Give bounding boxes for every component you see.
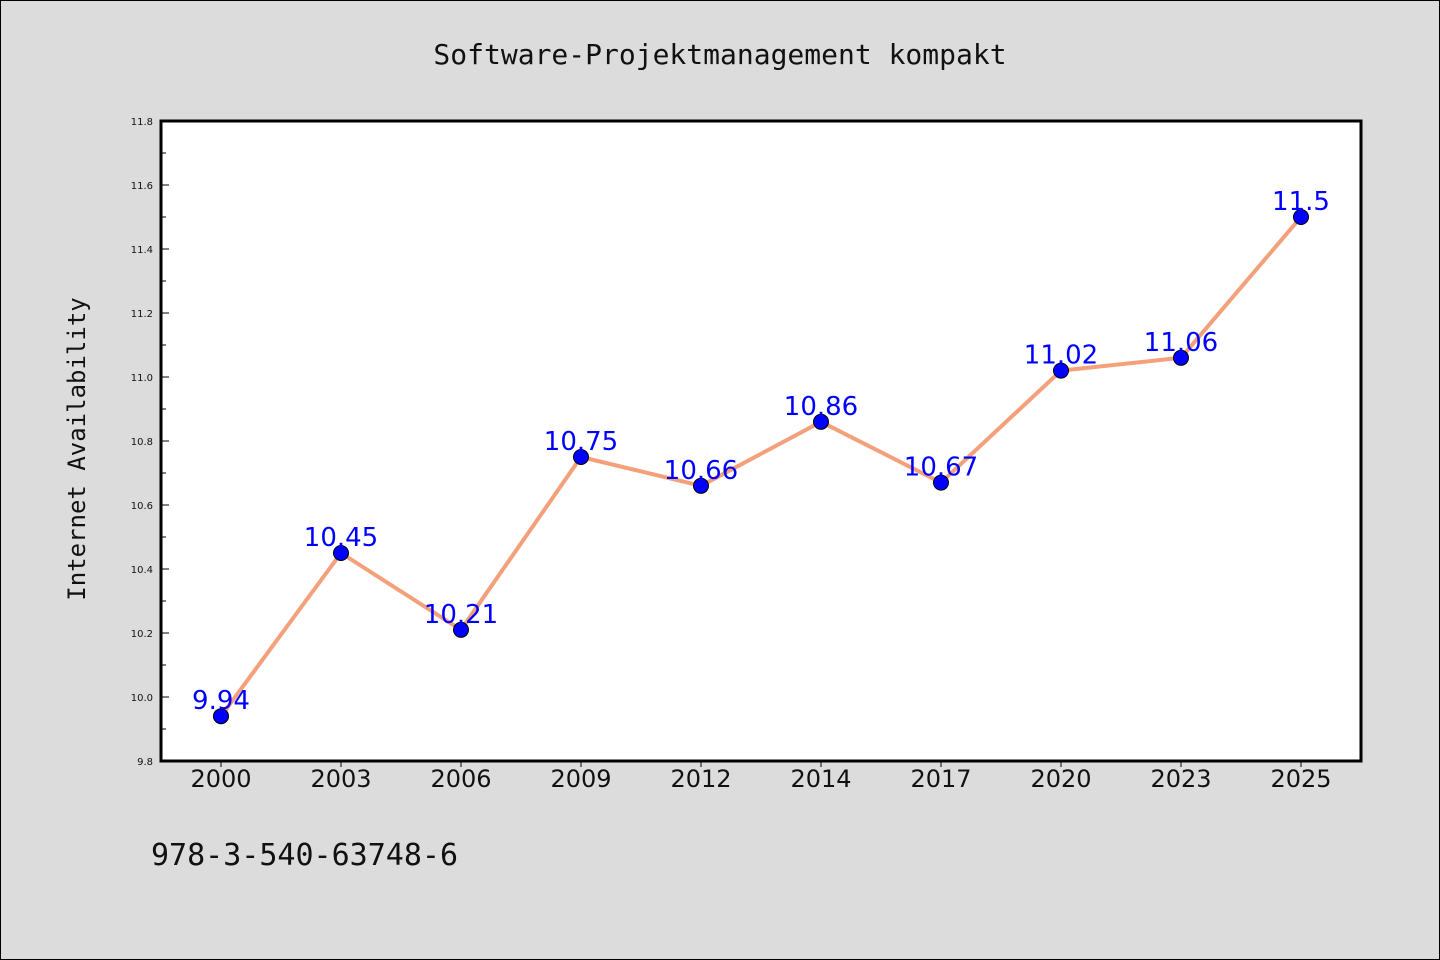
data-label: 10.45 — [304, 523, 378, 553]
y-tick-label: 11.6 — [131, 181, 153, 192]
x-tick-label: 2009 — [550, 765, 611, 793]
data-point — [1293, 209, 1309, 225]
y-tick-label: 10.0 — [131, 693, 153, 704]
x-tick-label: 2012 — [670, 765, 731, 793]
chart-title: Software-Projektmanagement kompakt — [433, 38, 1006, 71]
y-tick-label: 10.6 — [131, 501, 153, 512]
series-line — [219, 215, 1303, 719]
data-label: 10.21 — [424, 600, 498, 630]
data-label: 10.67 — [904, 453, 978, 483]
data-labels: 9.94 10.45 10.21 10.75 10.66 10.86 10.67 11.02 1… — [192, 187, 1330, 716]
plot-area — [159, 119, 1363, 763]
y-axis-ticks: 9.8 10.0 10.2 10.4 10.6 10.8 11.0 11.2 11.4 11.6 1… — [131, 117, 169, 768]
x-tick-label: 2003 — [310, 765, 371, 793]
y-tick-label: 10.4 — [131, 565, 153, 576]
y-tick-label: 11.2 — [131, 309, 153, 320]
x-tick-label: 2014 — [790, 765, 851, 793]
data-point — [573, 449, 589, 465]
x-tick-label: 2023 — [1150, 765, 1211, 793]
y-tick-label: 11.4 — [131, 245, 153, 256]
data-point — [213, 708, 229, 725]
data-point — [1173, 349, 1189, 366]
data-point — [453, 621, 469, 638]
x-tick-label: 2017 — [910, 765, 971, 793]
data-point — [813, 413, 829, 430]
data-markers — [213, 209, 1309, 725]
x-tick-label: 2025 — [1270, 765, 1331, 793]
data-point — [933, 474, 949, 491]
data-label: 10.75 — [544, 427, 618, 457]
y-tick-label: 10.8 — [131, 437, 153, 448]
x-axis-ticks: 2000 2003 2006 2009 2012 2014 2017 2020 2023 2025 — [190, 761, 1332, 793]
y-tick-label: 11.8 — [131, 117, 153, 128]
data-label: 11.06 — [1144, 328, 1218, 358]
series-line-group — [219, 215, 1303, 719]
isbn-text: 978-3-540-63748-6 — [151, 838, 458, 873]
data-label: 10.86 — [784, 392, 858, 422]
data-label: 10.66 — [664, 456, 738, 486]
x-tick-label: 2020 — [1030, 765, 1091, 793]
y-tick-label: 10.2 — [131, 629, 153, 640]
x-tick-label: 2000 — [190, 765, 251, 793]
data-label: 11.02 — [1024, 341, 1098, 371]
data-point — [693, 477, 709, 494]
x-tick-label: 2006 — [430, 765, 491, 793]
y-tick-label: 11.0 — [131, 373, 153, 384]
y-tick-label: 9.8 — [137, 757, 153, 768]
data-label: 9.94 — [192, 686, 250, 716]
y-axis-label: Internet Availability — [63, 297, 91, 600]
data-point — [333, 545, 349, 561]
data-point — [1053, 362, 1069, 379]
data-label: 11.5 — [1272, 187, 1330, 217]
